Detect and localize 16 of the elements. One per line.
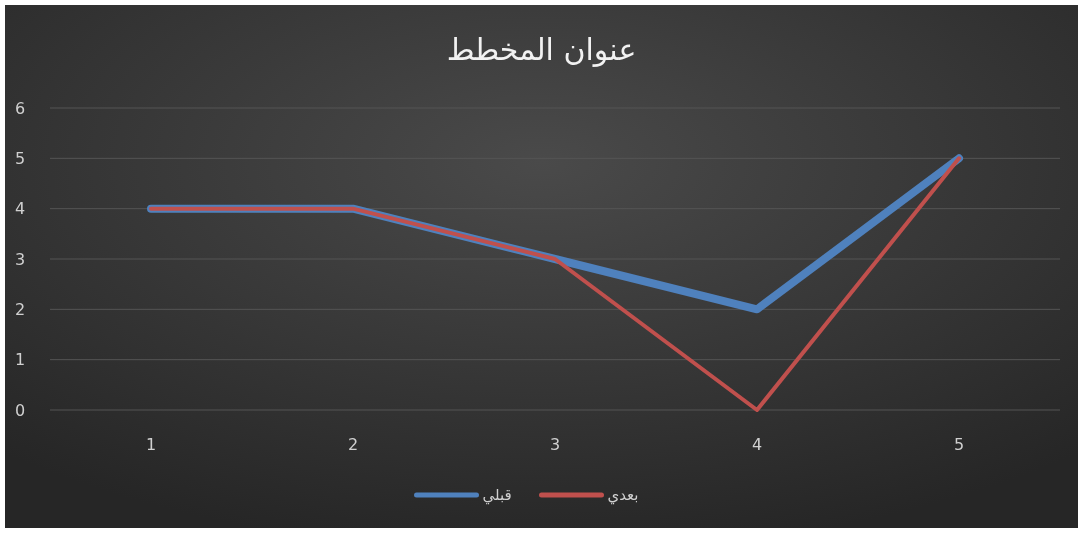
y-tick-label: 2 — [14, 299, 26, 319]
x-tick-label: 5 — [953, 435, 965, 454]
legend-label: قبلي — [482, 486, 512, 506]
x-tick-label: 1 — [145, 435, 157, 454]
y-tick-label: 5 — [14, 148, 26, 168]
y-tick-label: 6 — [14, 98, 26, 118]
y-tick-label: 3 — [14, 249, 26, 269]
x-tick-label: 2 — [347, 435, 359, 454]
y-tick-label: 4 — [14, 199, 26, 219]
x-tick-label: 3 — [549, 435, 561, 454]
y-tick-label: 1 — [14, 350, 26, 370]
legend-label: بعدي — [607, 486, 639, 506]
chart-title: عنوان المخطط — [446, 32, 637, 67]
y-tick-label: 0 — [14, 400, 26, 420]
x-tick-label: 4 — [751, 435, 763, 454]
line-series — [149, 156, 961, 412]
